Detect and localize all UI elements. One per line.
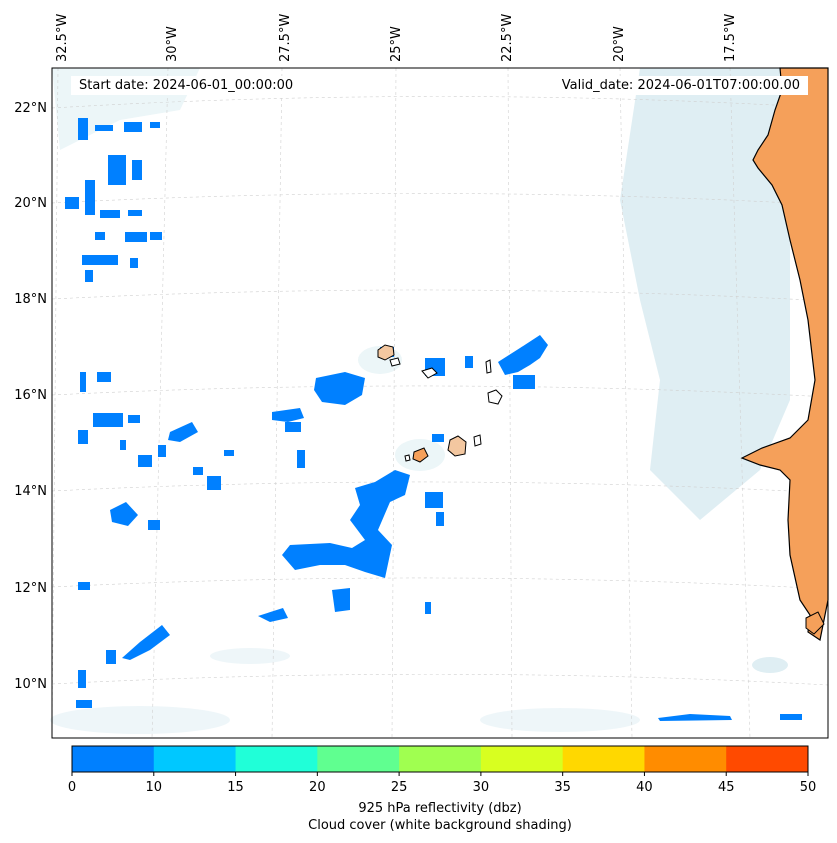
colorbar-segment [317,746,400,772]
valid-date-label: Valid_date: 2024-06-01T07:00:00.00 [553,76,808,95]
colorbar-tick-label: 10 [146,780,163,795]
colorbar-segment [399,746,482,772]
colorbar-segment [562,746,645,772]
lat-label: 12°N [14,581,47,596]
lat-label: 16°N [14,388,47,403]
start-date-label: Start date: 2024-06-01_00:00:00 [71,76,302,95]
lat-label: 10°N [14,677,47,692]
lat-label: 14°N [14,484,47,499]
colorbar-border [71,745,809,773]
colorbar-tick-label: 25 [391,780,408,795]
map-area [50,67,829,739]
colorbar-subtitle: Cloud cover (white background shading) [308,818,572,833]
colorbar-segment [726,746,809,772]
colorbar-tick-label: 40 [636,780,653,795]
lon-label: 20°W [612,26,627,62]
colorbar-segment [72,746,155,772]
colorbar-segment [153,746,237,772]
land-mass [377,67,829,641]
latitude-labels: 22°N 20°N 18°N 16°N 14°N 12°N 10°N [14,101,47,692]
lon-label: 27.5°W [278,14,293,62]
colorbar-tick-label: 35 [554,780,571,795]
longitude-labels: 32.5°W 30°W 27.5°W 25°W 22.5°W 20°W 17.5… [55,14,738,62]
lon-label: 30°W [165,26,180,62]
lat-label: 22°N [14,101,47,116]
graticule [51,67,829,739]
lat-label: 18°N [14,292,47,307]
colorbar-segment [644,746,727,772]
colorbar: 0 10 15 20 25 30 35 40 45 50 [68,745,817,795]
lat-label: 20°N [14,196,47,211]
lon-label: 22.5°W [500,14,515,62]
lon-label: 17.5°W [723,14,738,62]
colorbar-tick-label: 15 [227,780,244,795]
colorbar-segment [235,746,318,772]
colorbar-tick-label: 45 [718,780,735,795]
colorbar-tick-label: 50 [800,780,817,795]
colorbar-tick-label: 0 [68,780,76,795]
lon-label: 32.5°W [55,14,70,62]
colorbar-tick-label: 30 [473,780,490,795]
colorbar-tick-label: 20 [309,780,326,795]
colorbar-title: 925 hPa reflectivity (dbz) [358,801,522,816]
lon-label: 25°W [389,26,404,62]
colorbar-segment [480,746,564,772]
